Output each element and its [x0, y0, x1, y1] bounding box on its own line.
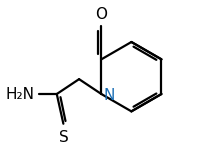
Text: O: O — [95, 7, 107, 22]
Text: S: S — [59, 130, 68, 144]
Text: N: N — [104, 88, 115, 103]
Text: H₂N: H₂N — [6, 86, 34, 102]
